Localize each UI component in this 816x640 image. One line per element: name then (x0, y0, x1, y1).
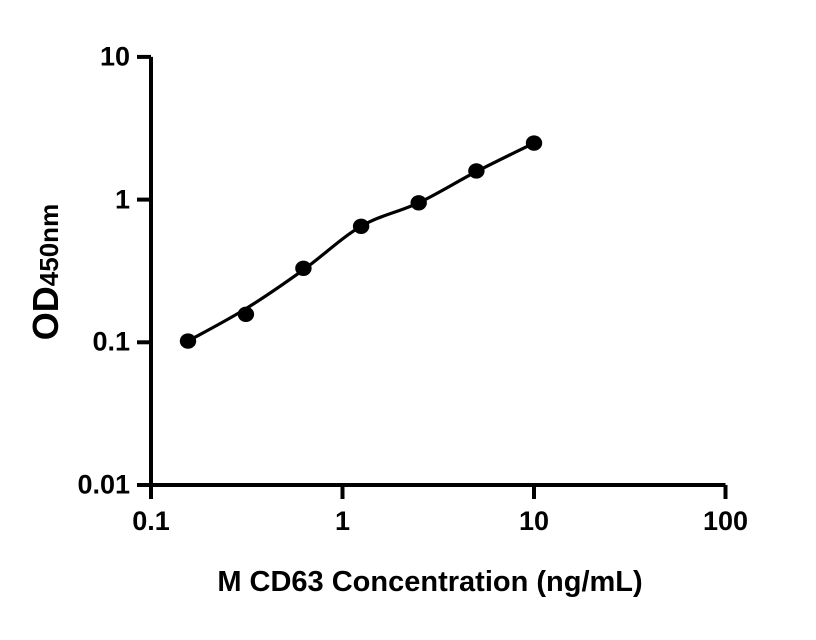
y-tick-label: 0.1 (92, 326, 130, 357)
y-tick-label: 10 (99, 41, 130, 72)
x-tick-label: 10 (518, 506, 550, 536)
x-tick-label: 1 (334, 506, 351, 536)
data-point-marker (410, 195, 427, 211)
data-point-marker (295, 260, 312, 276)
data-point-marker (352, 218, 370, 234)
data-point-marker (468, 163, 485, 179)
y-axis-title-main: OD (25, 286, 66, 341)
x-axis-title: M CD63 Concentration (ng/mL) (217, 566, 643, 598)
y-tick-label: 1 (114, 184, 130, 215)
y-tick-label: 0.01 (77, 469, 130, 500)
data-point-marker (179, 333, 197, 349)
y-axis-title: OD450nm (25, 204, 67, 340)
axes-spines (149, 56, 726, 487)
x-tick-label: 0.1 (132, 506, 170, 536)
y-axis-title-subscript: 450nm (34, 203, 64, 287)
data-point-marker (525, 135, 543, 151)
data-point-marker (237, 306, 255, 322)
x-tick-label: 100 (702, 506, 749, 536)
